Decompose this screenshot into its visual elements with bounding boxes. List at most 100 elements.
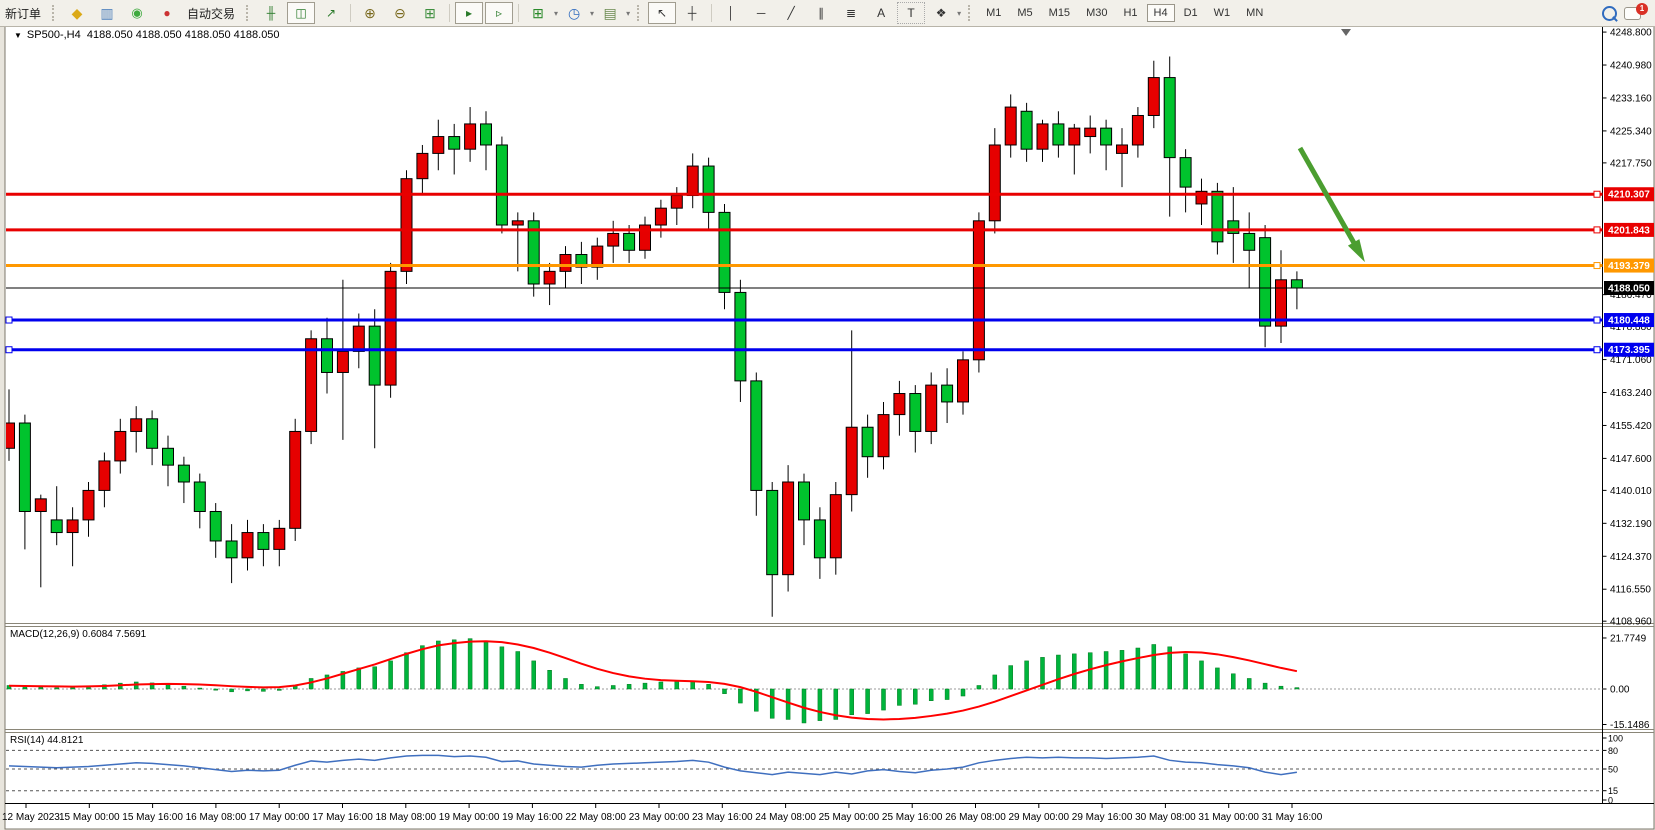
collapse-arrow-icon[interactable]: ▼ xyxy=(14,31,22,40)
rsi-axis-label: 0 xyxy=(1608,796,1613,806)
zoom-in-icon[interactable]: ⊕ xyxy=(364,4,376,21)
hline-4210.307[interactable] xyxy=(6,190,1603,198)
template-icon[interactable]: ▤ xyxy=(603,4,617,21)
hline-4193.379[interactable] xyxy=(6,262,1603,270)
macd-axis-label: 0.00 xyxy=(1610,685,1630,696)
price-tick-label: 4124.370 xyxy=(1610,552,1652,563)
tf-d1[interactable]: D1 xyxy=(1183,7,1198,19)
svg-text:4193.379: 4193.379 xyxy=(1608,261,1650,272)
candlestick-chart-icon[interactable]: ◫ xyxy=(287,2,316,24)
chevron-down-icon[interactable]: ▾ xyxy=(957,8,962,18)
tf-h1[interactable]: H1 xyxy=(1123,7,1138,19)
search-icon[interactable] xyxy=(1595,2,1623,24)
price-tick-label: 4171.060 xyxy=(1610,355,1652,366)
chart-title: ▼ SP500-,H4 4188.050 4188.050 4188.050 41… xyxy=(14,29,280,41)
tf-mn[interactable]: MN xyxy=(1246,7,1264,19)
macd-axis-label: 21.7749 xyxy=(1610,633,1647,644)
price-tick-label: 4248.800 xyxy=(1610,28,1652,39)
hline-4180.448[interactable] xyxy=(5,316,1603,324)
new-chart-icon[interactable]: ⊞ xyxy=(532,4,544,21)
period-clock-icon[interactable]: ◷ xyxy=(567,4,581,21)
time-axis-label: 12 May 2023 xyxy=(2,812,60,823)
time-axis-label: 29 May 16:00 xyxy=(1072,812,1133,823)
price-tick-label: 4147.600 xyxy=(1610,454,1652,465)
auto-scroll-icon[interactable]: ▸ xyxy=(455,2,484,24)
macd-label: MACD(12,26,9) 0.6084 7.5691 xyxy=(10,629,147,640)
vertical-line-icon[interactable]: │ xyxy=(727,6,735,20)
time-axis-label: 19 May 00:00 xyxy=(439,812,500,823)
chart-window xyxy=(4,25,1655,830)
time-axis-label: 23 May 00:00 xyxy=(629,812,690,823)
toolbar: 新订单 ◆ ▥ ◉ ● 自动交易 ╫ ◫ ↗ ⊕ ⊖ ⊞ ▸ ▹ ⊞ ▾ ◷ ▾… xyxy=(0,0,1655,27)
charts-icon[interactable]: ▥ xyxy=(100,4,114,21)
trendline-icon[interactable]: ╱ xyxy=(787,6,795,20)
tf-w1[interactable]: W1 xyxy=(1213,7,1231,19)
price-tick-label: 4178.880 xyxy=(1610,322,1652,333)
separator xyxy=(518,4,520,22)
autotrading-icon[interactable]: ● xyxy=(163,6,171,20)
price-tick-label: 4132.190 xyxy=(1610,519,1652,530)
rsi-axis-label: 80 xyxy=(1608,746,1618,756)
horizontal-line-icon[interactable]: ─ xyxy=(756,6,766,20)
text-tool-icon[interactable]: A xyxy=(877,6,886,20)
chevron-down-icon[interactable]: ▾ xyxy=(626,8,631,18)
price-tag-4173.395: 4173.395 xyxy=(1604,342,1654,357)
new-order-button[interactable]: 新订单 xyxy=(5,6,42,21)
line-chart-icon[interactable]: ↗ xyxy=(326,6,337,20)
new-order-icon[interactable]: ◆ xyxy=(71,4,83,21)
tf-h4[interactable]: H4 xyxy=(1146,4,1175,22)
hline-4201.843[interactable] xyxy=(6,226,1603,234)
time-axis-label: 30 May 08:00 xyxy=(1135,812,1196,823)
zoom-out-icon[interactable]: ⊖ xyxy=(394,4,406,21)
chevron-down-icon[interactable]: ▾ xyxy=(554,8,559,18)
toolbar-grip xyxy=(52,5,58,21)
price-tag-4188.050: 4188.050 xyxy=(1604,281,1654,295)
notification-badge: 1 xyxy=(1636,2,1648,15)
time-axis-label: 22 May 08:00 xyxy=(565,812,626,823)
equidistant-channel-icon[interactable]: ∥ xyxy=(818,6,825,20)
price-tag-4201.843: 4201.843 xyxy=(1604,222,1654,237)
time-axis-label: 18 May 08:00 xyxy=(375,812,436,823)
cursor-icon[interactable]: ↖ xyxy=(648,2,677,24)
autotrading-button[interactable]: 自动交易 xyxy=(187,6,236,21)
time-axis-label: 23 May 16:00 xyxy=(692,812,753,823)
hline-4173.395[interactable] xyxy=(5,346,1603,354)
time-axis-label: 15 May 00:00 xyxy=(59,812,120,823)
price-tick-label: 4217.750 xyxy=(1610,158,1652,169)
time-axis-label: 26 May 08:00 xyxy=(945,812,1006,823)
tile-windows-icon[interactable]: ⊞ xyxy=(424,4,436,21)
time-axis-label: 29 May 00:00 xyxy=(1008,812,1069,823)
price-tick-label: 4240.980 xyxy=(1610,61,1652,72)
tf-m5[interactable]: M5 xyxy=(1017,7,1033,19)
separator xyxy=(711,4,713,22)
time-axis-label: 25 May 00:00 xyxy=(819,812,880,823)
chart-shift-icon[interactable]: ▹ xyxy=(485,2,514,24)
macd-signal-line xyxy=(8,640,1298,721)
fibonacci-icon[interactable]: ≣ xyxy=(846,6,857,20)
toolbar-grip xyxy=(246,5,252,21)
tf-m15[interactable]: M15 xyxy=(1048,7,1071,19)
tf-m1[interactable]: M1 xyxy=(986,7,1002,19)
rsi-axis-label: 15 xyxy=(1608,786,1618,796)
chevron-down-icon[interactable]: ▾ xyxy=(590,8,595,18)
svg-text:4173.395: 4173.395 xyxy=(1608,345,1650,356)
price-tick-label: 4233.160 xyxy=(1610,93,1652,104)
price-tick-label: 4140.010 xyxy=(1610,486,1652,497)
tf-m30[interactable]: M30 xyxy=(1086,7,1108,19)
time-axis-label: 17 May 00:00 xyxy=(249,812,310,823)
text-label-icon[interactable]: T xyxy=(897,2,926,24)
signal-icon[interactable]: ◉ xyxy=(131,5,143,20)
price-tag-4193.379: 4193.379 xyxy=(1604,258,1654,273)
bar-chart-icon[interactable]: ╫ xyxy=(266,6,276,20)
arrow-annotation[interactable] xyxy=(1297,146,1365,263)
notifications-icon[interactable]: 1 xyxy=(1624,2,1648,20)
chart-shift-marker[interactable] xyxy=(1341,29,1351,36)
time-axis-label: 19 May 16:00 xyxy=(502,812,563,823)
svg-text:4188.050: 4188.050 xyxy=(1608,284,1650,295)
crosshair-icon[interactable]: ┼ xyxy=(687,6,697,20)
price-tag-4210.307: 4210.307 xyxy=(1604,187,1654,202)
separator xyxy=(449,4,451,22)
arrows-tool-icon[interactable]: ❖ xyxy=(935,6,947,20)
